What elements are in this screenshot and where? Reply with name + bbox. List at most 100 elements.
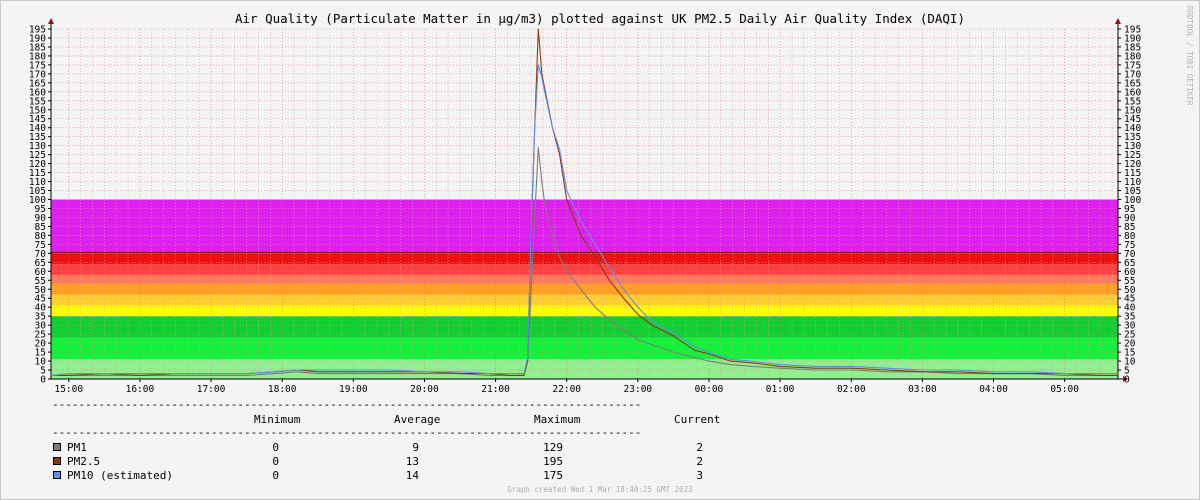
y-tick-label-right: 140 xyxy=(1124,123,1141,134)
x-axis-arrow xyxy=(1123,376,1128,382)
x-tick-label: 04:00 xyxy=(979,384,1008,395)
y-tick-label-right: 95 xyxy=(1124,204,1135,215)
y-tick-label: 155 xyxy=(29,96,46,107)
y-tick-label: 115 xyxy=(29,168,46,179)
daqi-band-6 xyxy=(51,274,1118,284)
y-tick-label: 90 xyxy=(35,213,47,224)
y-tick-label-right: 15 xyxy=(1124,348,1135,359)
daqi-band-7 xyxy=(51,264,1118,275)
y-tick-label: 140 xyxy=(29,123,46,134)
x-tick-label: 21:00 xyxy=(481,384,510,395)
y-tick-label-right: 40 xyxy=(1124,303,1136,314)
y-tick-label: 125 xyxy=(29,150,46,161)
y-tick-label: 165 xyxy=(29,78,46,89)
y-tick-label-right: 125 xyxy=(1124,150,1141,161)
y-tick-label-right: 100 xyxy=(1124,195,1141,206)
y-tick-label-right: 155 xyxy=(1124,96,1141,107)
y-tick-label: 195 xyxy=(29,25,46,36)
daqi-band-3 xyxy=(51,305,1118,317)
x-tick-label: 01:00 xyxy=(766,384,795,395)
y-tick-label: 135 xyxy=(29,132,46,143)
y-tick-label-right: 25 xyxy=(1124,330,1135,341)
y-tick-label-right: 65 xyxy=(1124,258,1135,269)
y-tick-label: 15 xyxy=(35,348,46,359)
y-tick-label: 25 xyxy=(35,330,46,341)
y-tick-label: 105 xyxy=(29,186,46,197)
x-tick-label: 20:00 xyxy=(410,384,439,395)
y-tick-label-right: 195 xyxy=(1124,25,1141,36)
y-tick-label: 175 xyxy=(29,60,46,71)
y-tick-label-right: 130 xyxy=(1124,141,1141,152)
y-tick-label-right: 70 xyxy=(1124,249,1136,260)
y-tick-label: 95 xyxy=(35,204,46,215)
x-tick-label: 15:00 xyxy=(54,384,83,395)
y-tick-label-right: 80 xyxy=(1124,231,1136,242)
y-tick-label: 160 xyxy=(29,87,46,98)
y-tick-label-right: 55 xyxy=(1124,276,1135,287)
y-tick-label-right: 145 xyxy=(1124,114,1141,125)
y-axis-left-arrow xyxy=(48,18,54,24)
y-tick-label-right: 30 xyxy=(1124,321,1136,332)
y-tick-label-right: 20 xyxy=(1124,339,1136,350)
y-tick-label-right: 10 xyxy=(1124,357,1136,368)
y-tick-label: 100 xyxy=(29,195,46,206)
y-tick-label: 180 xyxy=(29,51,46,62)
y-tick-label: 70 xyxy=(35,249,47,260)
x-tick-label: 17:00 xyxy=(197,384,226,395)
y-tick-label-right: 5 xyxy=(1124,366,1130,377)
y-axis-right-arrow xyxy=(1115,18,1121,24)
y-tick-label: 75 xyxy=(35,240,46,251)
y-tick-label: 20 xyxy=(35,339,47,350)
y-tick-label-right: 170 xyxy=(1124,69,1141,80)
y-tick-label-right: 75 xyxy=(1124,240,1135,251)
y-tick-label-right: 35 xyxy=(1124,312,1135,323)
series-line-0 xyxy=(51,146,1118,376)
y-tick-label: 130 xyxy=(29,141,46,152)
y-tick-label: 170 xyxy=(29,69,46,80)
y-tick-label: 50 xyxy=(35,285,47,296)
y-tick-label: 30 xyxy=(35,321,47,332)
x-tick-label: 05:00 xyxy=(1050,384,1079,395)
x-tick-label: 22:00 xyxy=(552,384,581,395)
daqi-band-9 xyxy=(51,251,1118,254)
daqi-band-4 xyxy=(51,294,1118,306)
rrdtool-watermark: RRDTOOL / TOBI OETIKER xyxy=(1185,6,1194,106)
x-tick-label: 23:00 xyxy=(624,384,653,395)
y-tick-label-right: 90 xyxy=(1124,213,1136,224)
y-tick-label-right: 45 xyxy=(1124,294,1135,305)
chart-title: Air Quality (Particulate Matter in µg/m3… xyxy=(235,11,965,26)
x-tick-label: 19:00 xyxy=(339,384,368,395)
y-tick-label: 10 xyxy=(35,357,47,368)
x-tick-label: 00:00 xyxy=(695,384,724,395)
y-tick-label: 65 xyxy=(35,258,46,269)
y-tick-label-right: 50 xyxy=(1124,285,1136,296)
daqi-band-8 xyxy=(51,253,1118,265)
y-tick-label: 60 xyxy=(35,267,47,278)
y-tick-label: 150 xyxy=(29,105,46,116)
y-tick-label: 185 xyxy=(29,42,46,53)
y-tick-label-right: 135 xyxy=(1124,132,1141,143)
daqi-band-10 xyxy=(51,199,1118,252)
y-tick-label-right: 105 xyxy=(1124,186,1141,197)
y-tick-label: 120 xyxy=(29,159,46,170)
y-tick-label: 0 xyxy=(40,375,46,386)
y-tick-label-right: 110 xyxy=(1124,177,1141,188)
y-tick-label: 190 xyxy=(29,33,46,44)
y-tick-label-right: 60 xyxy=(1124,267,1136,278)
x-tick-label: 18:00 xyxy=(268,384,297,395)
x-tick-label: 03:00 xyxy=(908,384,937,395)
y-tick-label-right: 120 xyxy=(1124,159,1141,170)
y-tick-label: 80 xyxy=(35,231,47,242)
x-tick-label: 16:00 xyxy=(126,384,155,395)
y-tick-label: 85 xyxy=(35,222,46,233)
x-tick-label: 02:00 xyxy=(837,384,866,395)
y-tick-label: 145 xyxy=(29,114,46,125)
y-tick-label-right: 0 xyxy=(1124,375,1130,386)
series-line-2 xyxy=(50,64,1118,376)
y-tick-label: 40 xyxy=(35,303,47,314)
daqi-band-5 xyxy=(51,283,1118,295)
y-tick-label: 5 xyxy=(40,366,46,377)
y-tick-label: 45 xyxy=(35,294,46,305)
y-tick-label-right: 190 xyxy=(1124,33,1141,44)
